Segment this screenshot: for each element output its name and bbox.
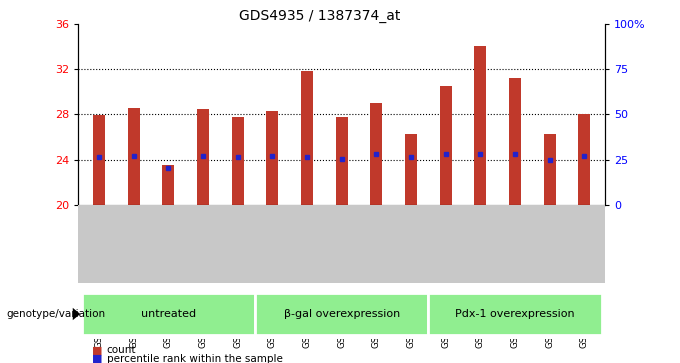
Bar <box>543 134 556 205</box>
Text: percentile rank within the sample: percentile rank within the sample <box>107 354 283 363</box>
Text: ■: ■ <box>92 345 102 355</box>
Text: β-gal overexpression: β-gal overexpression <box>284 309 400 319</box>
Text: ■: ■ <box>92 354 102 363</box>
Bar <box>163 166 174 205</box>
Bar <box>232 117 243 205</box>
Bar <box>475 46 486 205</box>
Bar <box>428 293 602 335</box>
Bar <box>197 109 209 205</box>
Text: genotype/variation: genotype/variation <box>7 309 106 319</box>
Bar <box>405 134 417 205</box>
Bar <box>336 117 347 205</box>
Text: untreated: untreated <box>141 309 196 319</box>
Text: GDS4935 / 1387374_at: GDS4935 / 1387374_at <box>239 9 401 23</box>
Bar <box>578 114 590 205</box>
Text: Pdx-1 overexpression: Pdx-1 overexpression <box>455 309 575 319</box>
Bar <box>255 293 428 335</box>
Bar <box>371 103 382 205</box>
Bar <box>509 78 521 205</box>
Bar <box>82 293 255 335</box>
Bar <box>440 86 452 205</box>
Bar <box>93 115 105 205</box>
Text: count: count <box>107 345 136 355</box>
Bar <box>128 107 140 205</box>
Bar <box>267 111 278 205</box>
Bar <box>301 71 313 205</box>
